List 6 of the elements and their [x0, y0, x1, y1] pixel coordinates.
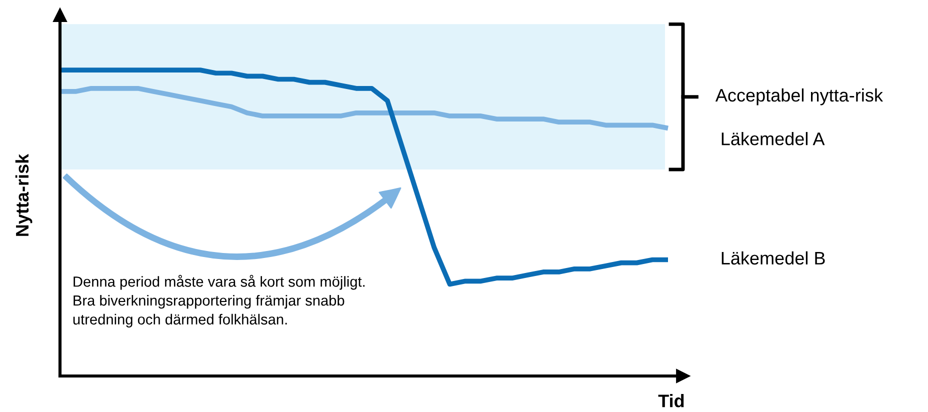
x-axis-title: Tid — [658, 394, 684, 408]
text: Läkemedel A — [722, 132, 825, 146]
band-label: Acceptabel nytta-risk — [715, 88, 884, 106]
y-axis-title: Nytta-risk — [15, 154, 32, 236]
annotation: Denna period måste vara så kort som möjligt. Bra biverkningsrapportering främjar snabb utredning och därmed folkhälsan. — [73, 274, 365, 328]
text: Läkemedel B — [722, 251, 825, 265]
